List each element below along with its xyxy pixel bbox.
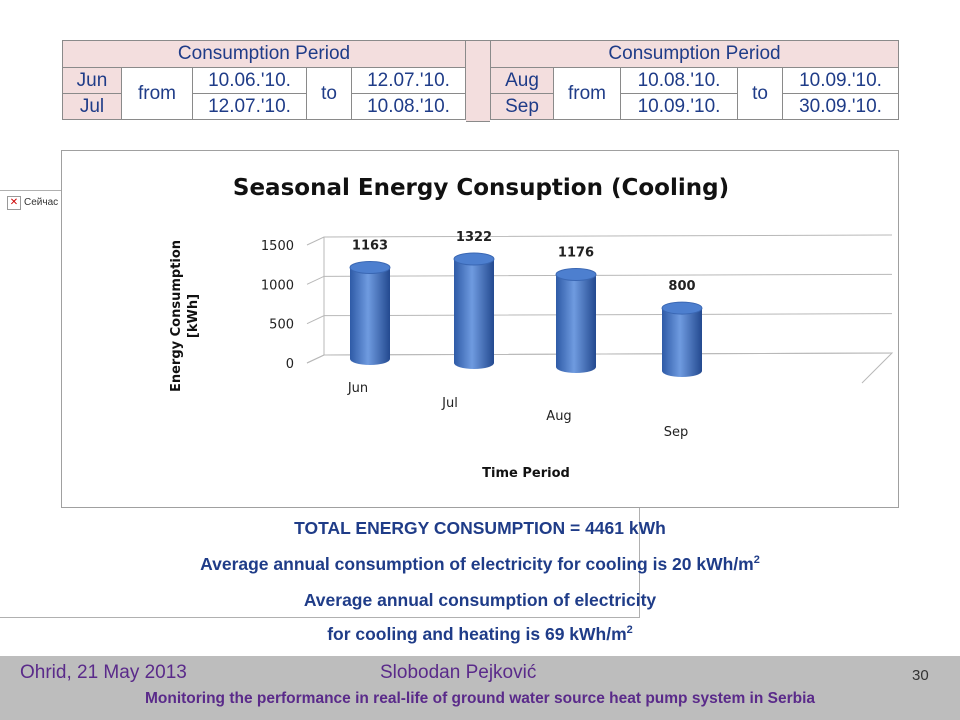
data-label: 1163	[352, 239, 388, 254]
y-axis-label: Energy Consumption [kWh]	[169, 240, 201, 392]
date-cell: 10.09.'10.	[782, 67, 899, 94]
to-label: to	[737, 67, 783, 120]
bar-aug	[555, 267, 597, 373]
month-cell: Aug	[490, 67, 554, 94]
footer-title: Monitoring the performance in real-life …	[144, 690, 816, 707]
y-tick-label: 0	[286, 357, 294, 372]
data-label: 800	[668, 279, 695, 294]
gridline	[306, 273, 893, 285]
x-tick-labels: Jun Jul Aug Sep	[347, 381, 688, 440]
gridline	[306, 234, 893, 246]
footer-author: Slobodan Pejković	[380, 662, 537, 683]
date-cell: 10.06.'10.	[192, 67, 307, 94]
bar-jul	[453, 252, 495, 369]
chart-bars	[349, 252, 703, 377]
chart-container: Seasonal Energy Consuption (Cooling) 0 50…	[61, 150, 899, 508]
x-tick-label: Aug	[546, 409, 571, 424]
month-cell: Jul	[62, 93, 122, 120]
broken-image-label: Сейчас	[24, 197, 59, 208]
data-labels: 1163 1322 1176 800	[352, 230, 696, 294]
bar-sep	[661, 301, 703, 377]
x-axis-label: Time Period	[482, 466, 570, 481]
table-separator	[466, 40, 490, 122]
page-number: 30	[912, 667, 929, 684]
average-cooling-text: Average annual consumption of electricit…	[200, 554, 754, 574]
month-cell: Jun	[62, 67, 122, 94]
footer-bar	[0, 656, 960, 720]
date-cell: 12.07.'10.	[192, 93, 307, 120]
chart-grid	[306, 234, 894, 384]
average-combined-text: for cooling and heating is 69 kWh/m	[327, 624, 627, 644]
average-combined-line-1: Average annual consumption of electricit…	[303, 590, 657, 610]
period-table-right: Consumption Period Aug from 10.08.'10. t…	[490, 40, 899, 120]
x-tick-label: Jun	[347, 381, 368, 396]
x-tick-label: Jul	[441, 396, 458, 411]
y-tick-labels: 0 500 1000 1500	[261, 239, 294, 372]
chart-svg: Seasonal Energy Consuption (Cooling) 0 50…	[169, 175, 894, 481]
bar-jun	[349, 261, 391, 365]
gridline	[306, 313, 893, 325]
total-consumption: TOTAL ENERGY CONSUMPTION = 4461 kWh	[294, 518, 666, 538]
y-tick-label: 500	[269, 318, 294, 333]
date-cell: 10.08.'10.	[351, 93, 466, 120]
superscript: 2	[753, 554, 760, 567]
date-cell: 10.08.'10.	[620, 67, 738, 94]
chart-floor	[306, 352, 894, 384]
footer-location-date: Ohrid, 21 May 2013	[20, 662, 187, 683]
close-icon: ✕	[7, 196, 21, 210]
average-cooling-line: Average annual consumption of electricit…	[0, 554, 960, 575]
to-label: to	[306, 67, 352, 120]
date-cell: 10.09.'10.	[620, 93, 738, 120]
table-header: Consumption Period	[490, 40, 899, 68]
table-header: Consumption Period	[62, 40, 466, 68]
date-cell: 30.09.'10.	[782, 93, 899, 120]
date-cell: 12.07.'10.	[351, 67, 466, 94]
from-label: from	[121, 67, 193, 120]
from-label: from	[553, 67, 621, 120]
y-tick-label: 1500	[261, 239, 294, 254]
chart-title: Seasonal Energy Consuption (Cooling)	[233, 175, 729, 201]
data-label: 1322	[456, 230, 492, 245]
data-label: 1176	[558, 245, 594, 260]
period-table-left: Consumption Period Jun from 10.06.'10. t…	[62, 40, 466, 120]
x-tick-label: Sep	[664, 425, 689, 440]
month-cell: Sep	[490, 93, 554, 120]
y-tick-label: 1000	[261, 278, 294, 293]
average-combined-line-2: for cooling and heating is 69 kWh/m2	[0, 624, 960, 645]
superscript: 2	[626, 624, 633, 637]
